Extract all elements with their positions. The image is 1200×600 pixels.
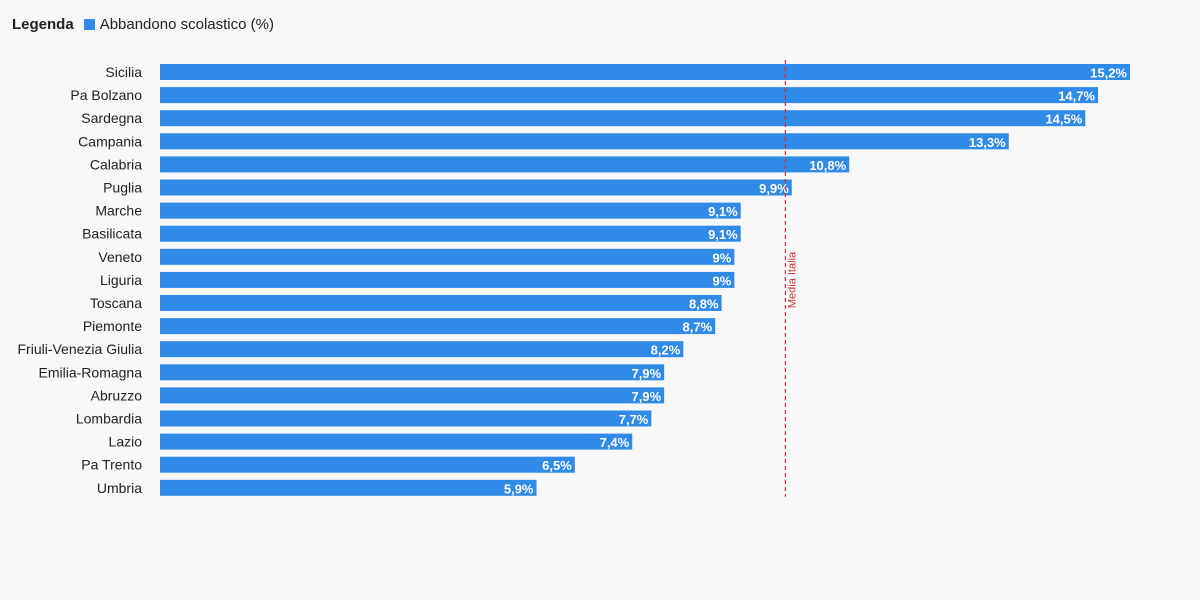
- data-label-toscana: 8,8%: [689, 297, 719, 312]
- bar-lombardia[interactable]: [160, 410, 652, 427]
- data-label-emilia-romagna: 7,9%: [632, 366, 662, 381]
- data-label-abruzzo: 7,9%: [632, 389, 662, 404]
- category-label-marche: Marche: [95, 203, 142, 219]
- legend: Legenda Abbandono scolastico (%): [12, 14, 274, 34]
- category-label-calabria: Calabria: [90, 156, 142, 172]
- bar-pa-bolzano[interactable]: [160, 87, 1099, 104]
- category-label-abruzzo: Abruzzo: [91, 387, 143, 403]
- bar-piemonte[interactable]: [160, 318, 716, 335]
- bar-sicilia[interactable]: [160, 64, 1130, 80]
- category-label-friuli-venezia-giulia: Friuli-Venezia Giulia: [18, 341, 143, 357]
- category-label-toscana: Toscana: [90, 295, 142, 311]
- bar-calabria[interactable]: [160, 156, 850, 173]
- bar-lazio[interactable]: [160, 433, 633, 450]
- data-label-pa-trento: 6,5%: [542, 458, 572, 473]
- category-label-sardegna: Sardegna: [81, 110, 142, 126]
- data-label-pa-bolzano: 14,7%: [1058, 89, 1095, 104]
- bar-campania[interactable]: [160, 133, 1009, 150]
- category-label-umbria: Umbria: [97, 480, 142, 496]
- data-label-sardegna: 14,5%: [1045, 112, 1082, 127]
- data-label-piemonte: 8,7%: [683, 320, 713, 335]
- category-label-lombardia: Lombardia: [76, 411, 142, 427]
- reference-layer: Media Italia: [784, 60, 798, 497]
- category-label-puglia: Puglia: [103, 180, 142, 196]
- bar-umbria[interactable]: [160, 479, 537, 496]
- data-label-lombardia: 7,7%: [619, 412, 649, 427]
- category-label-emilia-romagna: Emilia-Romagna: [39, 364, 143, 380]
- category-label-campania: Campania: [78, 133, 142, 149]
- data-label-calabria: 10,8%: [809, 158, 846, 173]
- bar-puglia[interactable]: [160, 179, 792, 196]
- data-label-lazio: 7,4%: [600, 435, 630, 450]
- category-label-sicilia: Sicilia: [105, 64, 142, 80]
- data-label-basilicata: 9,1%: [708, 227, 738, 242]
- bar-veneto[interactable]: [160, 248, 735, 265]
- bar-liguria[interactable]: [160, 271, 735, 288]
- bar-emilia-romagna[interactable]: [160, 364, 665, 381]
- data-label-liguria: 9%: [713, 273, 732, 288]
- data-label-veneto: 9%: [713, 250, 732, 265]
- legend-title: Legenda: [12, 15, 74, 33]
- legend-swatch: [83, 18, 95, 30]
- bar-sardegna[interactable]: [160, 110, 1086, 127]
- bar-basilicata[interactable]: [160, 225, 741, 242]
- bar-pa-trento[interactable]: [160, 456, 575, 473]
- category-label-piemonte: Piemonte: [83, 318, 142, 334]
- bars-layer: Sicilia 15,2% Pa Bolzano 14,7% Sardegna 14,5%…: [18, 64, 1130, 496]
- legend-entry-abbandono: Abbandono scolastico (%): [99, 15, 274, 33]
- category-label-pa-bolzano: Pa Bolzano: [70, 87, 142, 103]
- data-label-sicilia: 15,2%: [1090, 66, 1127, 81]
- bar-abruzzo[interactable]: [160, 387, 665, 404]
- category-label-pa-trento: Pa Trento: [81, 457, 142, 473]
- data-label-friuli-venezia-giulia: 8,2%: [651, 343, 681, 358]
- category-label-lazio: Lazio: [109, 434, 143, 450]
- bar-toscana[interactable]: [160, 295, 722, 311]
- reference-line-label: Media Italia: [786, 251, 798, 308]
- data-label-marche: 9,1%: [708, 204, 738, 219]
- category-label-veneto: Veneto: [98, 249, 142, 265]
- category-label-basilicata: Basilicata: [82, 226, 142, 242]
- category-label-liguria: Liguria: [100, 272, 142, 288]
- bar-marche[interactable]: [160, 202, 741, 219]
- data-label-puglia: 9,9%: [759, 181, 789, 196]
- data-label-campania: 13,3%: [969, 135, 1006, 150]
- bar-friuli-venezia-giulia[interactable]: [160, 341, 684, 358]
- data-label-umbria: 5,9%: [504, 481, 534, 496]
